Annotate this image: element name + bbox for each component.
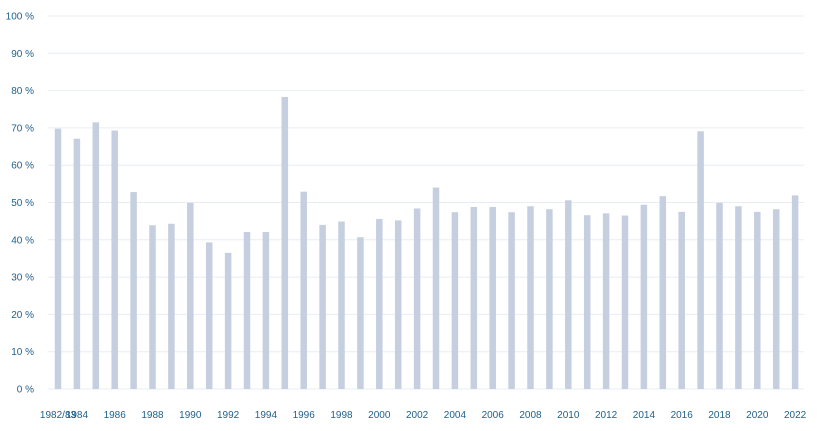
- x-tick-label: 1982/83: [40, 410, 77, 421]
- bar: [394, 220, 402, 389]
- x-tick-label: 1992: [217, 410, 240, 421]
- x-tick-label: 2022: [784, 410, 807, 421]
- bar: [357, 237, 364, 389]
- bar: [376, 218, 383, 389]
- bar: [54, 128, 62, 389]
- bar: [168, 223, 175, 389]
- bar: [546, 209, 553, 389]
- bar: [262, 231, 270, 389]
- x-tick-label: 2014: [633, 410, 656, 421]
- bar: [735, 206, 742, 389]
- bar: [772, 209, 780, 389]
- y-tick-label: 100 %: [6, 12, 34, 23]
- bar: [319, 224, 326, 389]
- bar: [451, 212, 459, 389]
- x-tick-label: 1988: [141, 410, 164, 421]
- y-tick-label: 90 %: [11, 49, 34, 60]
- bar: [243, 231, 251, 389]
- y-tick-label: 50 %: [11, 198, 34, 209]
- bar: [508, 212, 515, 389]
- y-tick-label: 40 %: [11, 235, 34, 246]
- bar: [470, 206, 478, 389]
- x-tick-label: 1990: [179, 410, 202, 421]
- bar: [111, 130, 118, 389]
- y-axis-labels: 0 % 10 % 20 % 30 % 40 % 50 % 60 % 70 % 80 % 90 % 1…: [6, 12, 34, 396]
- y-tick-label: 60 %: [11, 161, 34, 172]
- bar: [149, 225, 156, 389]
- y-tick-label: 70 %: [11, 123, 34, 134]
- bar: [678, 211, 685, 389]
- bar: [92, 122, 100, 389]
- bar: [565, 200, 572, 389]
- x-tick-label: 2004: [444, 410, 467, 421]
- x-tick-label: 2002: [406, 410, 429, 421]
- y-tick-label: 0 %: [17, 385, 34, 396]
- bar: [338, 221, 345, 389]
- x-tick-label: 2020: [746, 410, 769, 421]
- x-tick-label: 1998: [330, 410, 353, 421]
- bar: [432, 187, 440, 389]
- bar: [527, 206, 534, 389]
- bar: [224, 252, 232, 389]
- bar: [130, 192, 137, 389]
- bar: [621, 215, 629, 389]
- grid: [48, 15, 804, 390]
- x-tick-label: 2018: [708, 410, 731, 421]
- bar: [413, 208, 421, 389]
- bar: [73, 138, 81, 389]
- y-tick-label: 80 %: [11, 86, 34, 97]
- x-tick-label: 2016: [671, 410, 694, 421]
- x-tick-label: 1984: [66, 410, 89, 421]
- bar: [754, 211, 761, 389]
- bars: [54, 96, 799, 389]
- x-tick-label: 1996: [293, 410, 316, 421]
- bar: [791, 195, 799, 389]
- x-tick-label: 1986: [104, 410, 127, 421]
- bar: [583, 215, 591, 389]
- bar: [187, 202, 194, 389]
- y-tick-label: 10 %: [11, 347, 34, 358]
- bar: [659, 196, 667, 389]
- bar: [697, 131, 704, 389]
- y-tick-label: 30 %: [11, 273, 34, 284]
- bar: [489, 206, 496, 389]
- x-tick-label: 1994: [255, 410, 278, 421]
- x-tick-label: 2006: [482, 410, 505, 421]
- bar: [300, 191, 307, 389]
- bar: [205, 242, 213, 389]
- x-tick-label: 2012: [595, 410, 618, 421]
- bar: [281, 96, 289, 389]
- x-tick-label: 2010: [557, 410, 580, 421]
- bar: [716, 202, 723, 389]
- bar: [640, 204, 648, 389]
- x-tick-label: 2000: [368, 410, 391, 421]
- y-tick-label: 20 %: [11, 310, 34, 321]
- x-tick-label: 2008: [519, 410, 542, 421]
- bar: [602, 213, 610, 389]
